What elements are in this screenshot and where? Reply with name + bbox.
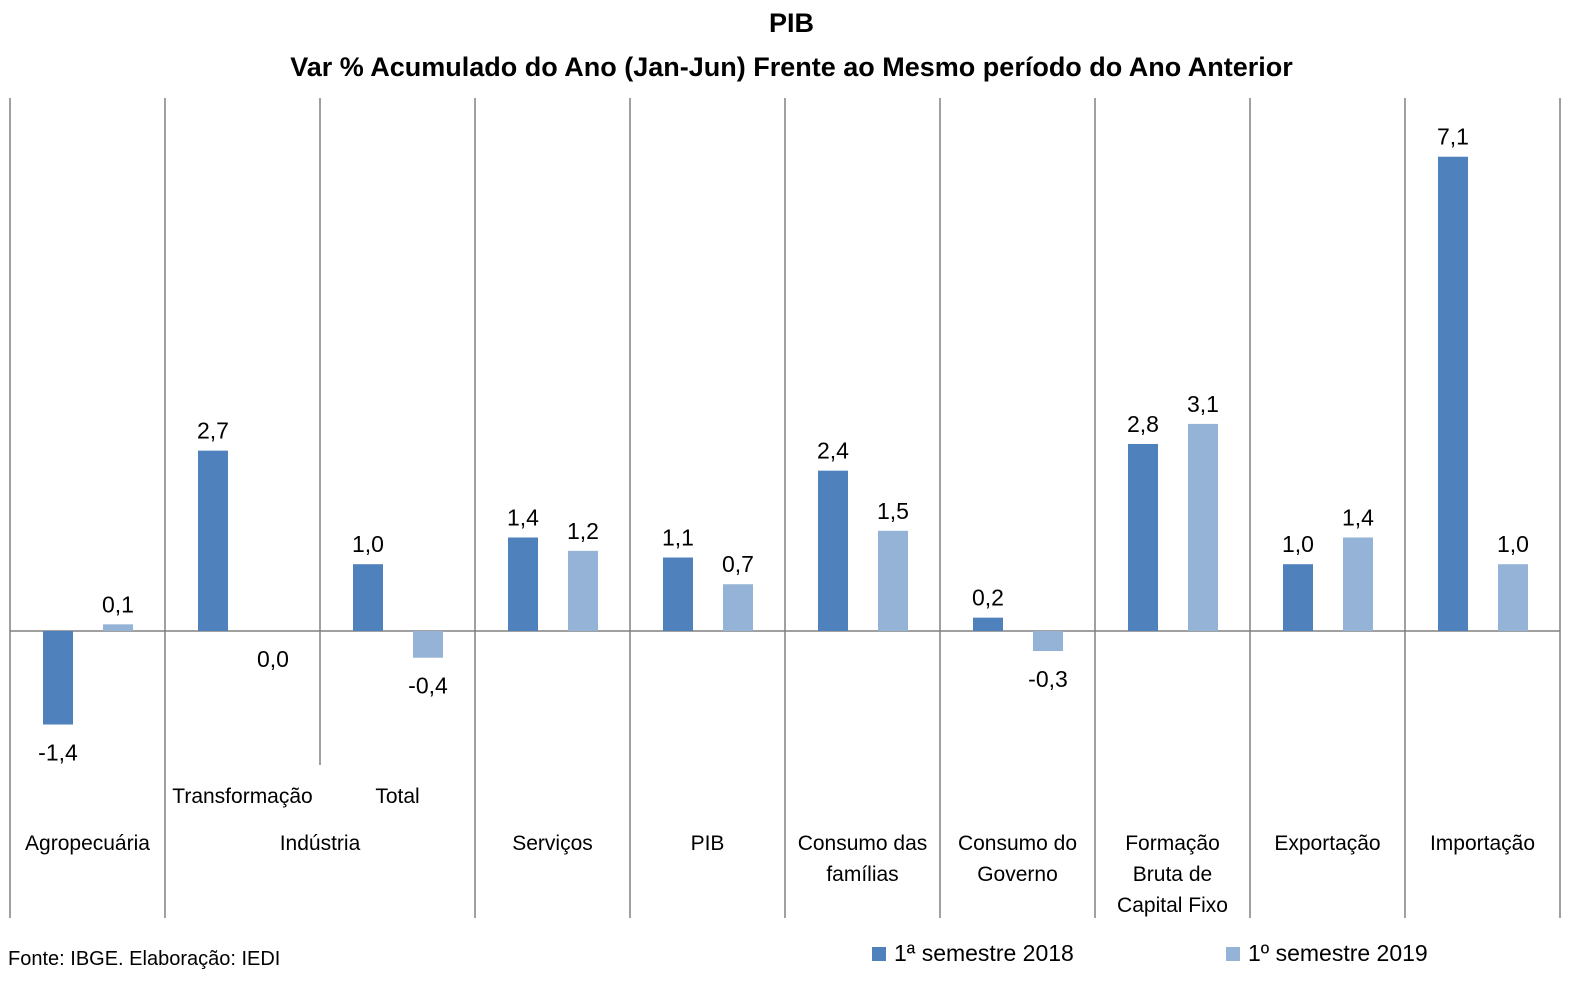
bar [568, 550, 598, 631]
data-label: -0,4 [408, 673, 448, 699]
legend-label-2019: 1º semestre 2019 [1248, 940, 1428, 966]
data-label: 1,0 [1282, 531, 1314, 557]
data-label: 0,2 [972, 585, 1004, 611]
legend-item-2018: 1ª semestre 2018 [872, 940, 1074, 967]
legend-item-2019: 1º semestre 2019 [1226, 940, 1428, 967]
group-label: Consumo do [958, 832, 1077, 855]
subcategory-label: Transformação [172, 785, 312, 808]
bar [1438, 156, 1468, 631]
data-label: -0,3 [1028, 666, 1068, 692]
chart-title: PIB [768, 8, 814, 38]
bar [1498, 564, 1528, 631]
chart-subtitle: Var % Acumulado do Ano (Jan-Jun) Frente … [290, 52, 1293, 82]
group-label: PIB [691, 832, 725, 855]
group-label: Serviços [512, 832, 593, 855]
data-label: 1,1 [662, 525, 694, 551]
group-label: Agropecuária [25, 832, 150, 855]
legend-swatch-2018 [872, 946, 886, 961]
data-label: 1,2 [567, 518, 599, 544]
legend-swatch-2019 [1226, 946, 1240, 961]
data-label: 1,0 [352, 531, 384, 557]
group-label: Indústria [280, 832, 361, 855]
data-label: 7,1 [1437, 124, 1469, 150]
subcategory-label: Total [375, 785, 419, 808]
data-label: 2,8 [1127, 411, 1159, 437]
bar [973, 617, 1003, 631]
bar [1343, 537, 1373, 631]
group-label: famílias [826, 863, 898, 886]
group-label: Governo [977, 863, 1058, 886]
bar [663, 557, 693, 631]
data-label: 3,1 [1187, 391, 1219, 417]
bar [723, 584, 753, 631]
group-label: Capital Fixo [1117, 894, 1228, 917]
data-label: 2,7 [197, 418, 229, 444]
data-label: 2,4 [817, 438, 849, 464]
bar [413, 631, 443, 658]
bar [103, 624, 133, 631]
bar [508, 537, 538, 631]
legend-label-2018: 1ª semestre 2018 [894, 940, 1074, 966]
data-label: 1,0 [1497, 531, 1529, 557]
group-label: Bruta de [1133, 863, 1212, 886]
bar [43, 631, 73, 725]
data-label: 0,7 [722, 551, 754, 577]
data-label: 0,0 [257, 646, 289, 672]
bar [878, 530, 908, 631]
data-label: 1,4 [1342, 504, 1374, 530]
bar [1188, 423, 1218, 631]
bar [198, 450, 228, 631]
bar [353, 564, 383, 631]
group-label: Formação [1125, 832, 1220, 855]
group-label: Exportação [1274, 832, 1380, 855]
group-label: Importação [1430, 832, 1535, 855]
bar [1128, 443, 1158, 631]
bar [818, 470, 848, 631]
data-label: 1,4 [507, 504, 539, 530]
data-label: 0,1 [102, 591, 134, 617]
source-note: Fonte: IBGE. Elaboração: IEDI [8, 948, 281, 970]
bar-chart: -1,4 0,1 2,7 0,0 Transformação 1,0 -0,4 Total 1,… [9, 98, 1561, 918]
bar [1033, 631, 1063, 652]
group-label: Consumo das [798, 832, 928, 855]
data-label: -1,4 [38, 740, 78, 766]
data-label: 1,5 [877, 498, 909, 524]
bar [1283, 564, 1313, 631]
